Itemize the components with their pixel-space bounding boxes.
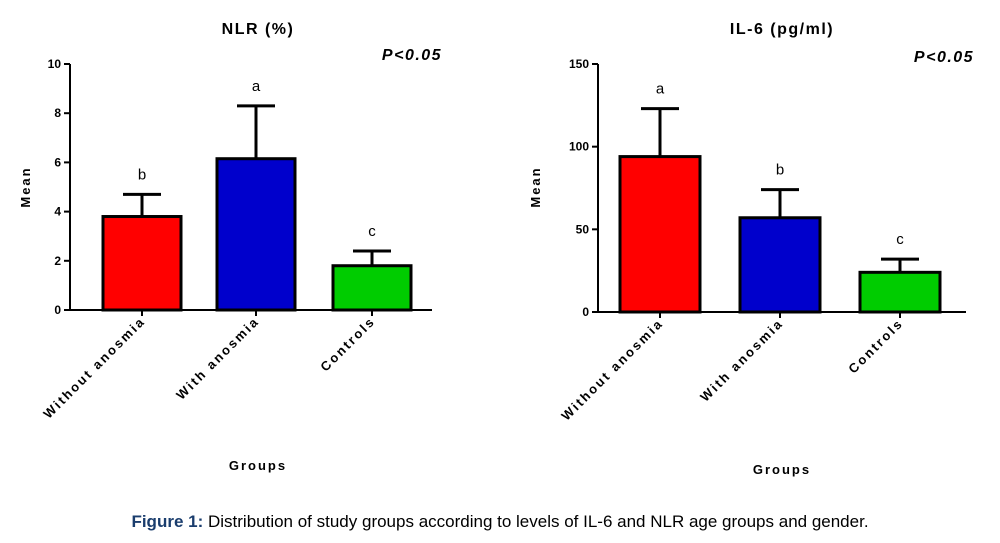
chart2-x-tick-label: With anosmia	[697, 316, 786, 405]
chart1-y-tick-label: 6	[54, 155, 61, 169]
chart1-y-tick-label: 0	[54, 303, 61, 317]
chart1-significance-letter: c	[368, 223, 376, 240]
chart2-y-tick-label: 150	[569, 57, 589, 71]
chart2-bar	[738, 216, 822, 314]
chart1-significance-letter: a	[252, 78, 261, 95]
chart1-bar	[331, 264, 413, 312]
chart2-significance-letter: c	[896, 231, 904, 248]
chart1-significance-letter: b	[138, 166, 146, 183]
chart1-bar	[101, 215, 183, 312]
chart1-y-axis-label: Mean	[18, 166, 33, 207]
chart1-y-tick-label: 8	[54, 106, 61, 120]
chart1-y-tick-label: 4	[54, 205, 61, 219]
chart1-y-tick-label: 10	[48, 57, 62, 71]
chart1-y-tick-label: 2	[54, 254, 61, 268]
chart2-p-value: P<0.05	[914, 49, 974, 66]
chart2-x-tick-label: Without anosmia	[558, 316, 666, 424]
chart2-significance-letter: a	[656, 81, 665, 98]
chart2-significance-letter: b	[776, 162, 784, 179]
chart2-x-tick-label: Controls	[845, 316, 906, 377]
chart1-x-axis-label: Groups	[229, 458, 287, 473]
caption-label: Figure 1:	[131, 512, 204, 531]
chart2-y-tick-label: 100	[569, 140, 589, 154]
chart2-title: IL-6 (pg/ml)	[730, 21, 834, 38]
chart1-bar	[215, 157, 297, 312]
chart2-y-tick-label: 50	[576, 222, 590, 236]
chart1-x-tick-label: With anosmia	[173, 314, 262, 403]
chart1-x-tick-label: Controls	[317, 314, 378, 375]
chart-figure: NLR (%) P<0.05 Mean Groups 0 2 4 6 8 10 b Without a…	[18, 21, 974, 477]
chart2-x-axis-label: Groups	[753, 462, 811, 477]
chart1-x-tick-label: Without anosmia	[40, 314, 148, 422]
chart1-title: NLR (%)	[222, 21, 295, 38]
chart2-y-axis-label: Mean	[528, 166, 543, 207]
chart2-y-tick-label: 0	[582, 305, 589, 319]
chart2-bar	[858, 270, 942, 314]
figure-caption: Figure 1: Distribution of study groups a…	[0, 512, 1000, 532]
chart1-p-value: P<0.05	[382, 47, 442, 64]
caption-text: Distribution of study groups according t…	[203, 512, 869, 531]
chart2-bar	[618, 155, 702, 314]
